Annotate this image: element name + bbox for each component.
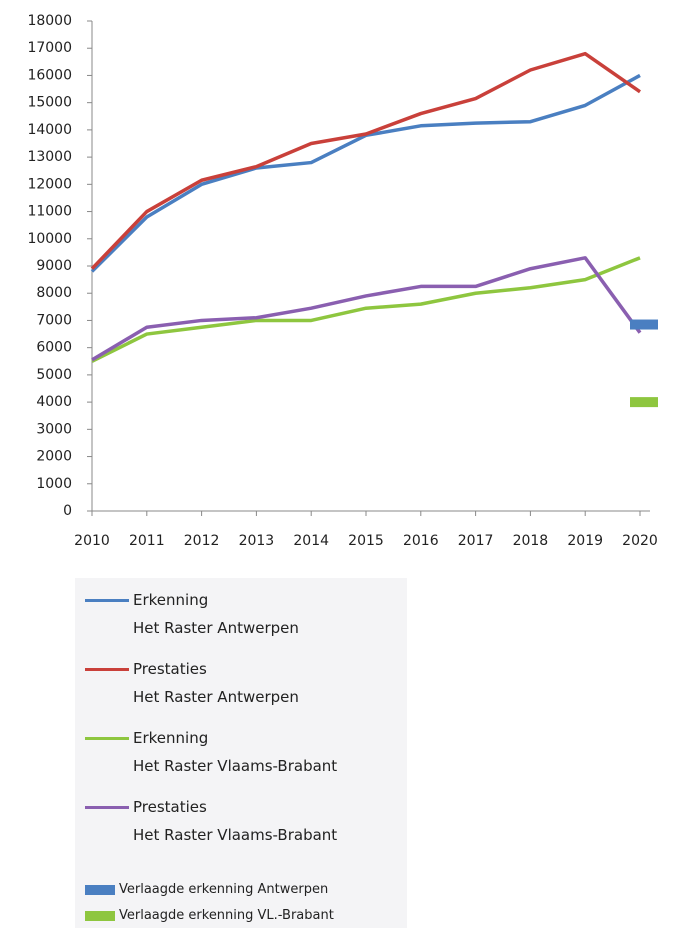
y-tick-label: 10000 bbox=[27, 231, 72, 247]
x-tick-label: 2016 bbox=[403, 533, 439, 549]
legend-label: Erkenning Het Raster Vlaams-Brabant bbox=[133, 729, 338, 775]
legend-label: Prestaties Het Raster Antwerpen bbox=[133, 660, 299, 706]
y-tick-label: 4000 bbox=[36, 394, 72, 410]
x-tick-label: 2019 bbox=[567, 533, 603, 549]
legend-entry: Verlaagde erkenning Antwerpen bbox=[75, 880, 328, 900]
legend-swatch bbox=[85, 911, 115, 921]
y-tick-label: 14000 bbox=[27, 122, 72, 138]
y-tick-label: 0 bbox=[63, 503, 72, 519]
chart: 0 1000 2000 3000 4000 5000 6000 7000 8000 9000 100… bbox=[27, 13, 658, 549]
line bbox=[91, 256, 642, 362]
y-tick-label: 6000 bbox=[36, 340, 72, 356]
y-tick-label: 1000 bbox=[36, 476, 72, 492]
x-tick-label: 2017 bbox=[458, 533, 494, 549]
legend-swatch bbox=[85, 668, 129, 671]
x-tick-label: 2010 bbox=[74, 533, 110, 549]
y-tick-label: 12000 bbox=[27, 176, 72, 192]
legend-label: Prestaties Het Raster Vlaams-Brabant bbox=[133, 798, 338, 844]
x-tick-label: 2012 bbox=[184, 533, 220, 549]
x-tick-label: 2014 bbox=[293, 533, 329, 549]
legend: Erkenning Het Raster Antwerpen Prestaties… bbox=[75, 578, 407, 928]
y-tick-label: 8000 bbox=[36, 285, 72, 301]
legend-swatch bbox=[85, 806, 129, 809]
x-tick-label: 2018 bbox=[513, 533, 549, 549]
legend-entry: Prestaties Het Raster Vlaams-Brabant bbox=[75, 793, 337, 849]
legend-label: Verlaagde erkenning Antwerpen bbox=[119, 882, 329, 897]
marker bbox=[630, 319, 658, 330]
y-tick-label: 11000 bbox=[27, 204, 72, 220]
y-tick-label: 16000 bbox=[27, 67, 72, 83]
x-tick-label: 2015 bbox=[348, 533, 384, 549]
line bbox=[90, 51, 641, 270]
legend-swatch bbox=[85, 599, 129, 602]
x-tick-label: 2020 bbox=[622, 533, 658, 549]
legend-entry: Prestaties Het Raster Antwerpen bbox=[75, 655, 299, 711]
y-tick-label: 3000 bbox=[36, 421, 72, 437]
legend-label: Erkenning Het Raster Antwerpen bbox=[133, 591, 299, 637]
y-tick-label: 7000 bbox=[36, 312, 72, 328]
y-tick-label: 5000 bbox=[36, 367, 72, 383]
line bbox=[90, 73, 641, 273]
x-tick-label: 2013 bbox=[239, 533, 275, 549]
legend-entry: Erkenning Het Raster Antwerpen bbox=[75, 586, 299, 642]
y-tick-label: 17000 bbox=[27, 40, 72, 56]
x-tick-label: 2011 bbox=[129, 533, 165, 549]
y-tick-label: 13000 bbox=[27, 149, 72, 165]
y-tick-label: 2000 bbox=[36, 449, 72, 465]
y-tick-label: 9000 bbox=[36, 258, 72, 274]
legend-label: Verlaagde erkenning VL.-Brabant bbox=[119, 908, 334, 923]
line bbox=[91, 256, 641, 363]
y-tick-label: 18000 bbox=[27, 13, 72, 29]
y-tick-label: 15000 bbox=[27, 95, 72, 111]
legend-swatch bbox=[85, 737, 129, 740]
legend-entry: Verlaagde erkenning VL.-Brabant bbox=[75, 906, 334, 926]
marker bbox=[630, 397, 658, 408]
legend-entry: Erkenning Het Raster Vlaams-Brabant bbox=[75, 724, 337, 780]
legend-swatch bbox=[85, 885, 115, 895]
